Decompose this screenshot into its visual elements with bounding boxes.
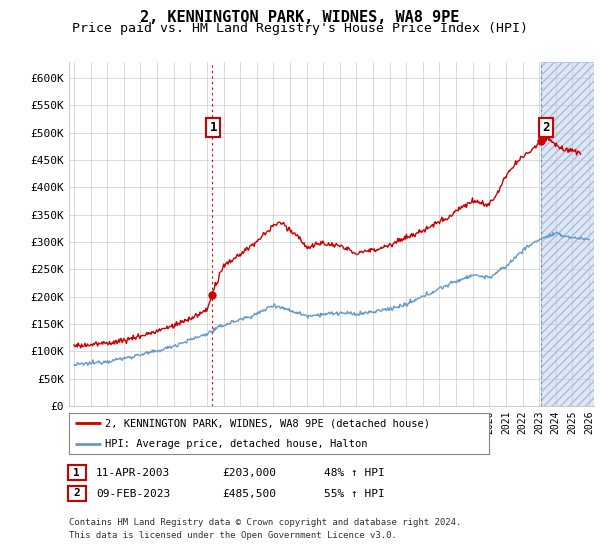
Text: Price paid vs. HM Land Registry's House Price Index (HPI): Price paid vs. HM Land Registry's House … [72, 22, 528, 35]
Bar [541, 62, 594, 406]
Text: Contains HM Land Registry data © Crown copyright and database right 2024.
This d: Contains HM Land Registry data © Crown c… [69, 518, 461, 539]
Text: 1: 1 [73, 468, 80, 478]
Text: HPI: Average price, detached house, Halton: HPI: Average price, detached house, Halt… [104, 438, 367, 449]
Text: 2: 2 [73, 488, 80, 498]
Text: 55% ↑ HPI: 55% ↑ HPI [324, 489, 385, 499]
Text: 1: 1 [209, 121, 217, 134]
Text: 2, KENNINGTON PARK, WIDNES, WA8 9PE: 2, KENNINGTON PARK, WIDNES, WA8 9PE [140, 10, 460, 25]
Text: 2, KENNINGTON PARK, WIDNES, WA8 9PE (detached house): 2, KENNINGTON PARK, WIDNES, WA8 9PE (det… [104, 418, 430, 428]
Text: £203,000: £203,000 [222, 468, 276, 478]
Text: 48% ↑ HPI: 48% ↑ HPI [324, 468, 385, 478]
Text: 09-FEB-2023: 09-FEB-2023 [96, 489, 170, 499]
Text: 11-APR-2003: 11-APR-2003 [96, 468, 170, 478]
Bar [541, 62, 594, 406]
Text: 2: 2 [542, 121, 550, 134]
Text: £485,500: £485,500 [222, 489, 276, 499]
